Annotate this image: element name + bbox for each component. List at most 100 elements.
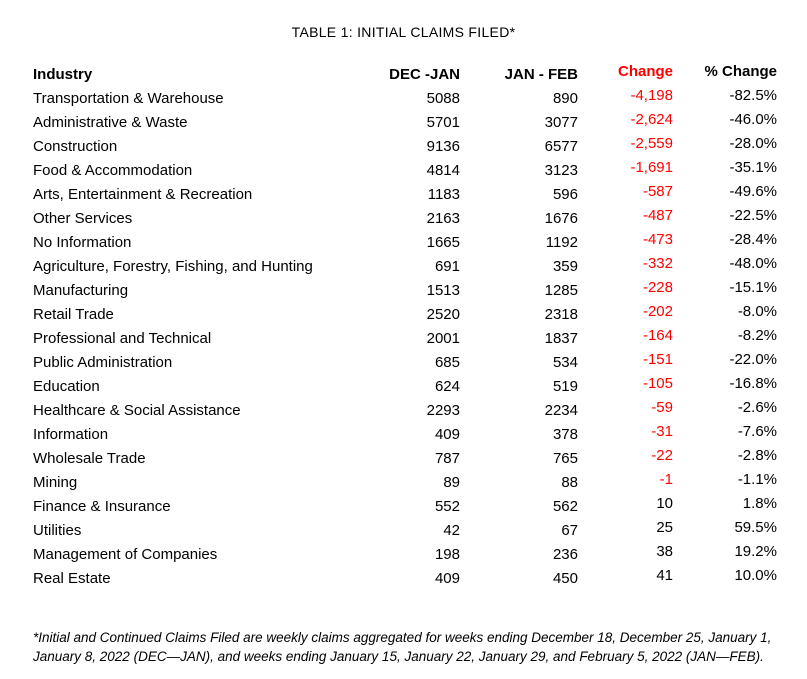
table-row: Manufacturing 1513 1285 -228 -15.1% <box>33 278 777 302</box>
cell-jan-feb: 1285 <box>544 281 578 299</box>
table-row: Public Administration 685 534 -151 -22.0% <box>33 350 777 374</box>
cell-jan-feb: 450 <box>552 569 578 587</box>
cell-jan-feb: 2234 <box>544 401 578 419</box>
cell-pct-change: -2.8% <box>737 446 777 464</box>
table-row: Construction 9136 6577 -2,559 -28.0% <box>33 134 777 158</box>
cell-industry: Utilities <box>33 521 82 539</box>
cell-dec-jan: 552 <box>434 497 460 515</box>
cell-dec-jan: 5088 <box>426 89 460 107</box>
cell-industry: Administrative & Waste <box>33 113 188 131</box>
cell-industry: Food & Accommodation <box>33 161 193 179</box>
cell-jan-feb: 378 <box>552 425 578 443</box>
cell-change: -22 <box>651 446 673 464</box>
cell-jan-feb: 359 <box>552 257 578 275</box>
table-row: Administrative & Waste 5701 3077 -2,624 -46.… <box>33 110 777 134</box>
cell-dec-jan: 89 <box>443 473 460 491</box>
cell-change: -4,198 <box>630 86 673 104</box>
cell-jan-feb: 1837 <box>544 329 578 347</box>
cell-industry: Wholesale Trade <box>33 449 146 467</box>
cell-jan-feb: 1192 <box>545 233 578 251</box>
cell-pct-change: -1.1% <box>737 470 777 488</box>
cell-pct-change: -16.8% <box>729 374 777 392</box>
cell-pct-change: 10.0% <box>734 566 777 584</box>
cell-change: -487 <box>642 206 673 224</box>
cell-pct-change: -28.4% <box>729 230 777 248</box>
cell-pct-change: -35.1% <box>729 158 777 176</box>
cell-pct-change: -22.0% <box>729 350 777 368</box>
cell-jan-feb: 534 <box>552 353 578 371</box>
cell-change: -473 <box>642 230 673 248</box>
cell-change: -59 <box>651 398 673 416</box>
table-row: Arts, Entertainment & Recreation 1183 596 -… <box>33 182 777 206</box>
cell-industry: Manufacturing <box>33 281 129 299</box>
cell-pct-change: -49.6% <box>729 182 777 200</box>
cell-industry: Real Estate <box>33 569 111 587</box>
table-title: TABLE 1: INITIAL CLAIMS FILED* <box>291 24 516 40</box>
cell-dec-jan: 5701 <box>426 113 460 131</box>
cell-change: -105 <box>642 374 673 392</box>
cell-industry: Agriculture, Forestry, Fishing, and Hunt… <box>33 257 313 275</box>
table-row: Wholesale Trade 787 765 -22 -2.8% <box>33 446 777 470</box>
cell-change: -1 <box>659 470 673 488</box>
cell-dec-jan: 1665 <box>426 233 460 251</box>
table-row: Information 409 378 -31 -7.6% <box>33 422 777 446</box>
cell-jan-feb: 2318 <box>544 305 578 323</box>
cell-jan-feb: 519 <box>552 377 578 395</box>
footnote: *Initial and Continued Claims Filed are … <box>33 629 793 666</box>
cell-dec-jan: 787 <box>434 449 460 467</box>
cell-change: -151 <box>642 350 673 368</box>
table-row: Agriculture, Forestry, Fishing, and Hunt… <box>33 254 777 278</box>
cell-change: 41 <box>656 566 673 584</box>
cell-industry: Arts, Entertainment & Recreation <box>33 185 253 203</box>
cell-pct-change: -28.0% <box>729 134 777 152</box>
cell-dec-jan: 1513 <box>426 281 460 299</box>
cell-pct-change: -2.6% <box>737 398 777 416</box>
cell-jan-feb: 890 <box>552 89 578 107</box>
cell-dec-jan: 42 <box>443 521 460 539</box>
cell-industry: Management of Companies <box>33 545 218 563</box>
cell-industry: Transportation & Warehouse <box>33 89 224 107</box>
cell-dec-jan: 9136 <box>426 137 460 155</box>
table-row: No Information 1665 1192 -473 -28.4% <box>33 230 777 254</box>
cell-industry: Retail Trade <box>33 305 114 323</box>
col-header-industry: Industry <box>33 65 93 83</box>
col-header-change: Change <box>617 62 673 80</box>
cell-jan-feb: 88 <box>561 473 578 491</box>
cell-change: 10 <box>656 494 673 512</box>
table-row: Education 624 519 -105 -16.8% <box>33 374 777 398</box>
cell-pct-change: -8.2% <box>737 326 777 344</box>
cell-change: -332 <box>642 254 673 272</box>
cell-dec-jan: 2293 <box>426 401 460 419</box>
cell-pct-change: -7.6% <box>737 422 777 440</box>
table-row: Other Services 2163 1676 -487 -22.5% <box>33 206 777 230</box>
cell-pct-change: 19.2% <box>734 542 777 560</box>
table-row: Healthcare & Social Assistance 2293 2234 -5… <box>33 398 777 422</box>
cell-industry: No Information <box>33 233 132 251</box>
cell-dec-jan: 2163 <box>426 209 460 227</box>
cell-change: -164 <box>642 326 673 344</box>
cell-change: 38 <box>656 542 673 560</box>
cell-change: -587 <box>642 182 673 200</box>
cell-dec-jan: 198 <box>434 545 460 563</box>
cell-dec-jan: 1183 <box>427 185 460 203</box>
table-row: Utilities 42 67 25 59.5% <box>33 518 777 542</box>
cell-jan-feb: 1676 <box>544 209 578 227</box>
cell-industry: Construction <box>33 137 118 155</box>
cell-dec-jan: 685 <box>434 353 460 371</box>
cell-dec-jan: 409 <box>434 425 460 443</box>
cell-jan-feb: 6577 <box>544 137 578 155</box>
col-header-dec-jan: DEC -JAN <box>389 65 460 83</box>
cell-jan-feb: 236 <box>552 545 578 563</box>
cell-pct-change: -15.1% <box>729 278 777 296</box>
table-row: Mining 89 88 -1 -1.1% <box>33 470 777 494</box>
cell-pct-change: 59.5% <box>734 518 777 536</box>
cell-industry: Healthcare & Social Assistance <box>33 401 241 419</box>
footnote-line-1: *Initial and Continued Claims Filed are … <box>33 630 772 645</box>
cell-change: -2,624 <box>630 110 673 128</box>
cell-dec-jan: 4814 <box>426 161 460 179</box>
cell-pct-change: -8.0% <box>737 302 777 320</box>
table-row: Real Estate 409 450 41 10.0% <box>33 566 777 590</box>
cell-pct-change: -22.5% <box>729 206 777 224</box>
cell-change: -228 <box>642 278 673 296</box>
